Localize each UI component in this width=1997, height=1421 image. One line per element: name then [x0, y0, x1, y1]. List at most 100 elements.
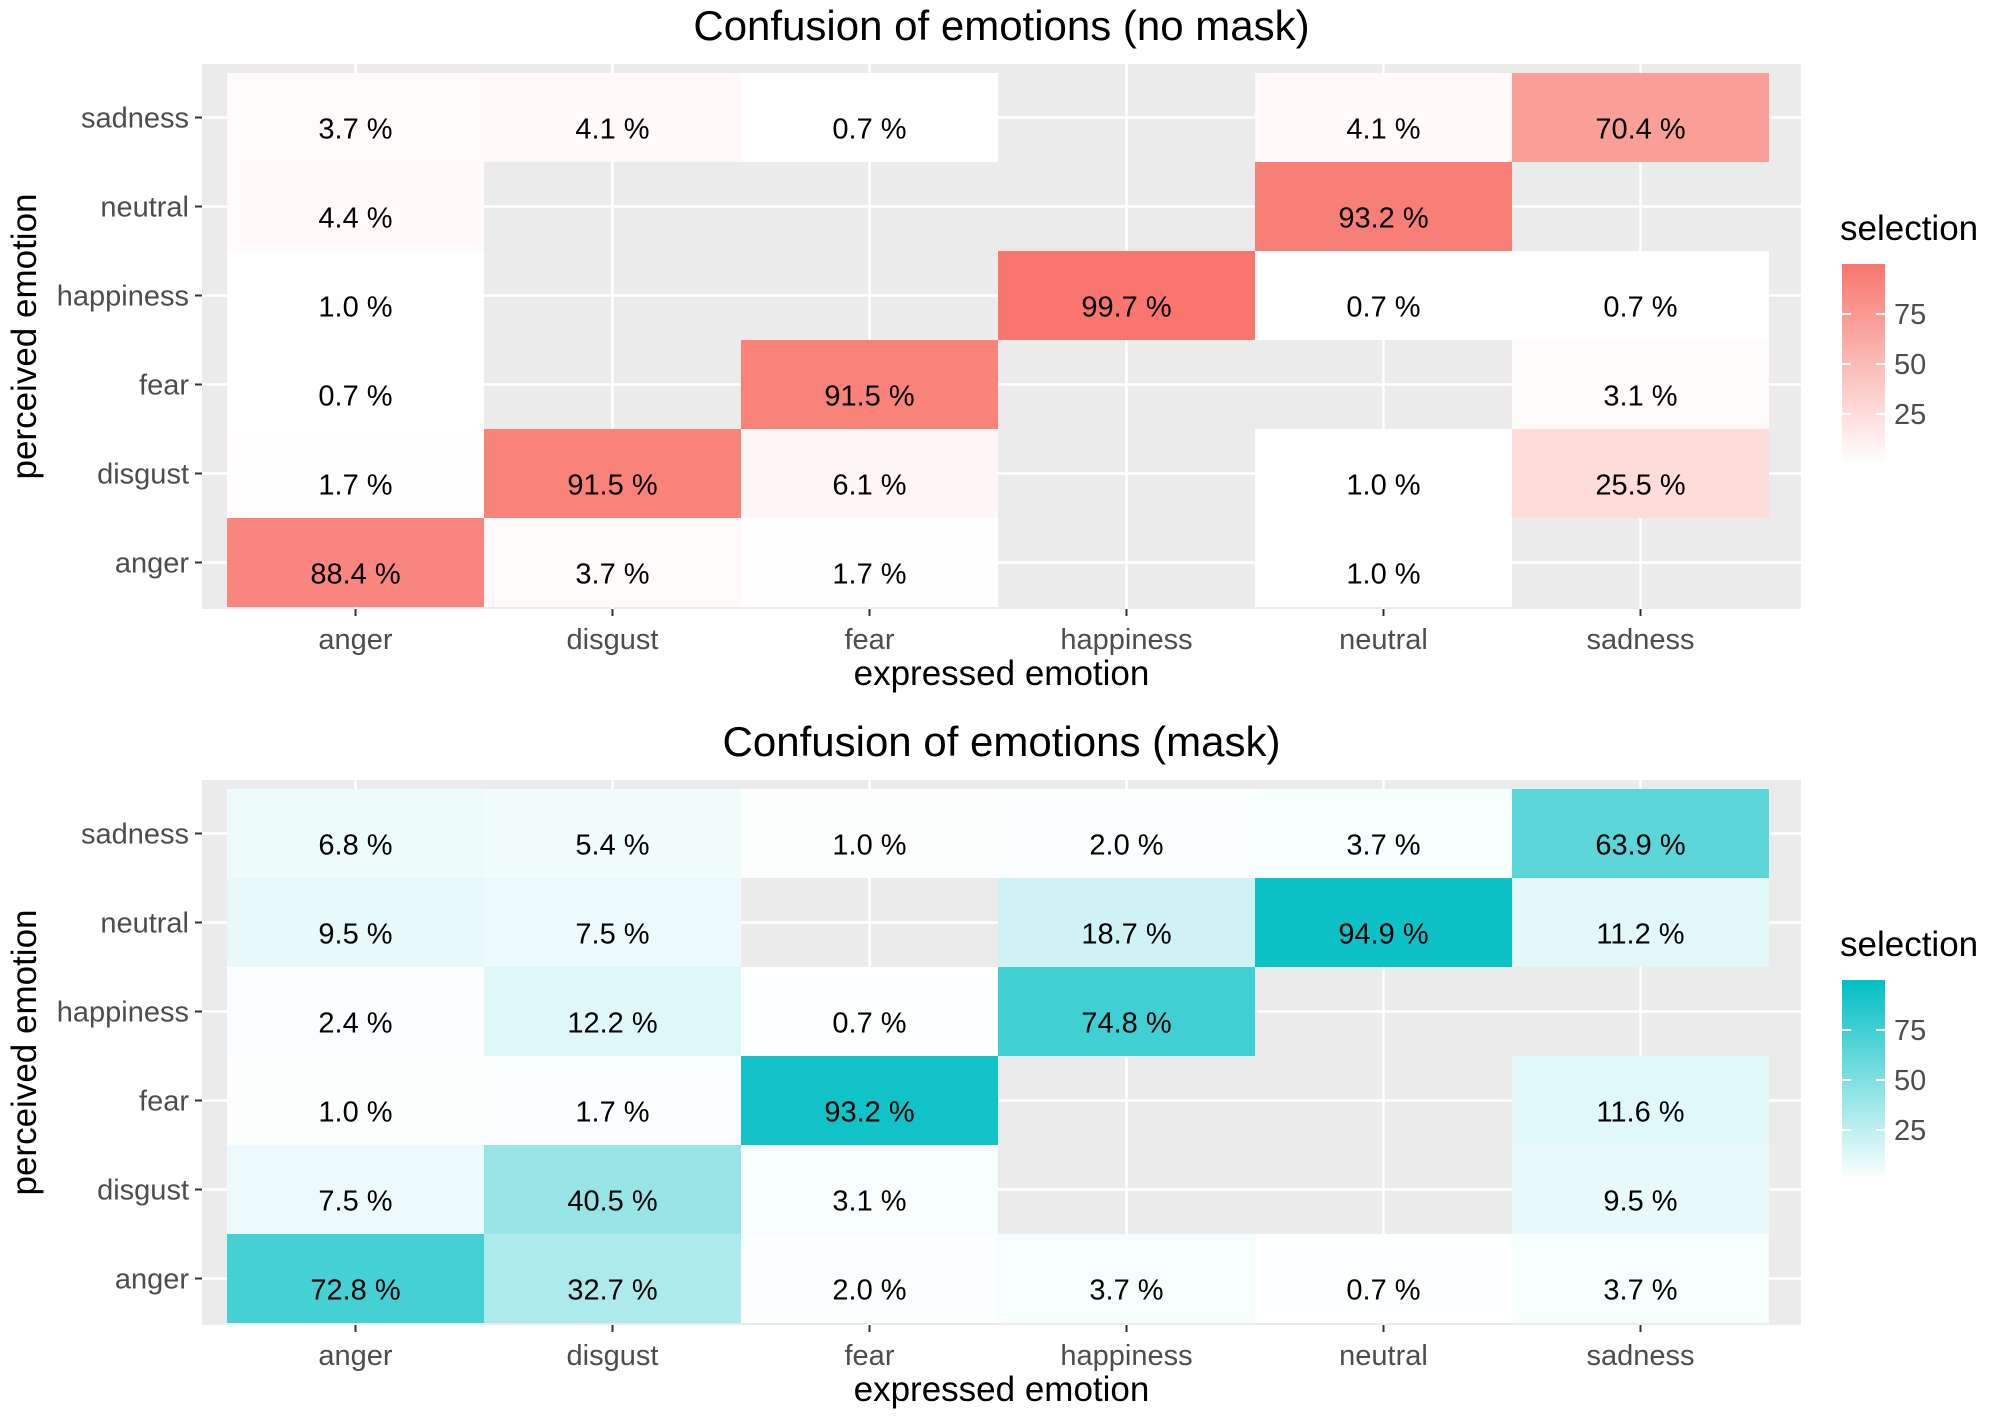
x-tick-label-sadness: sadness — [1586, 624, 1694, 656]
heatmap-tile — [998, 251, 1255, 340]
heatmap-tile — [227, 340, 484, 429]
tile-value-label: 7.5 % — [575, 919, 649, 951]
heatmap-tile — [1255, 73, 1512, 162]
tile-value-label: 0.7 % — [832, 114, 906, 146]
legend-title: selection — [1840, 209, 1978, 248]
tile-value-label: 93.2 % — [1338, 203, 1428, 235]
heatmap-tile — [1255, 429, 1512, 518]
y-tick-label-disgust: disgust — [97, 1175, 189, 1207]
legend-tick-label: 25 — [1894, 399, 1926, 431]
heatmap-tile — [484, 1145, 741, 1234]
tile-value-label: 91.5 % — [567, 470, 657, 502]
heatmap-tile — [484, 518, 741, 607]
tile-value-label: 7.5 % — [318, 1186, 392, 1218]
heatmap-tile — [741, 1145, 998, 1234]
heatmap-tile — [1512, 789, 1769, 878]
heatmap-tile — [227, 251, 484, 340]
y-tick-label-neutral: neutral — [100, 192, 189, 224]
chart-title: Confusion of emotions (mask) — [723, 718, 1281, 765]
heatmap-panel-0: Confusion of emotions (no mask) 88.4 % 3.7… — [5, 2, 1978, 693]
x-tick-label-neutral: neutral — [1339, 1340, 1428, 1372]
heatmap-tile — [1255, 789, 1512, 878]
heatmap-tile — [1255, 878, 1512, 967]
heatmap-tile — [741, 967, 998, 1056]
heatmap-tile — [227, 967, 484, 1056]
x-tick-label-sadness: sadness — [1586, 1340, 1694, 1372]
tile-value-label: 3.1 % — [832, 1186, 906, 1218]
tile-value-label: 0.7 % — [318, 381, 392, 413]
tile-value-label: 9.5 % — [318, 919, 392, 951]
legend: selection 25 50 75 — [1840, 925, 1978, 1180]
tile-value-label: 94.9 % — [1338, 919, 1428, 951]
tile-value-label: 25.5 % — [1595, 470, 1685, 502]
tile-value-label: 0.7 % — [1346, 1275, 1420, 1307]
heatmap-tile — [741, 789, 998, 878]
x-tick-label-anger: anger — [318, 1340, 393, 1372]
tile-value-label: 3.7 % — [575, 559, 649, 591]
tile-value-label: 1.0 % — [318, 1097, 392, 1129]
tile-value-label: 1.0 % — [1346, 559, 1420, 591]
legend-tick-label: 50 — [1894, 1065, 1926, 1097]
heatmap-tile — [741, 518, 998, 607]
tile-value-label: 0.7 % — [1603, 292, 1677, 324]
y-tick-label-sadness: sadness — [81, 819, 189, 851]
tile-value-label: 40.5 % — [567, 1186, 657, 1218]
heatmap-tile — [741, 1234, 998, 1323]
heatmap-tile — [1512, 1145, 1769, 1234]
tile-value-label: 1.0 % — [318, 292, 392, 324]
x-tick-label-happiness: happiness — [1060, 624, 1192, 656]
tile-value-label: 4.1 % — [575, 114, 649, 146]
heatmap-tile — [1512, 73, 1769, 162]
tile-value-label: 0.7 % — [1346, 292, 1420, 324]
y-tick-label-fear: fear — [139, 1086, 189, 1118]
x-tick-label-disgust: disgust — [567, 1340, 659, 1372]
tile-value-label: 2.4 % — [318, 1008, 392, 1040]
tile-value-label: 4.4 % — [318, 203, 392, 235]
tile-value-label: 18.7 % — [1081, 919, 1171, 951]
heatmap-tile — [227, 1056, 484, 1145]
tile-value-label: 1.0 % — [832, 830, 906, 862]
tile-value-label: 70.4 % — [1595, 114, 1685, 146]
tile-value-label: 93.2 % — [824, 1097, 914, 1129]
tile-value-label: 1.7 % — [318, 470, 392, 502]
x-axis-title: expressed emotion — [854, 654, 1150, 693]
legend-tick-label: 75 — [1894, 299, 1926, 331]
tile-value-label: 4.1 % — [1346, 114, 1420, 146]
heatmap-tile — [484, 1234, 741, 1323]
tile-value-label: 1.0 % — [1346, 470, 1420, 502]
heatmap-tile — [998, 1234, 1255, 1323]
tile-value-label: 91.5 % — [824, 381, 914, 413]
heatmap-tile — [998, 789, 1255, 878]
heatmap-tile — [741, 340, 998, 429]
tile-value-label: 3.7 % — [1089, 1275, 1163, 1307]
y-tick-label-disgust: disgust — [97, 459, 189, 491]
legend-tick-label: 25 — [1894, 1115, 1926, 1147]
heatmap-tile — [741, 1056, 998, 1145]
heatmap-tile — [227, 518, 484, 607]
tile-value-label: 1.7 % — [832, 559, 906, 591]
heatmap-tile — [227, 162, 484, 251]
tile-value-label: 3.7 % — [1346, 830, 1420, 862]
heatmap-tile — [1512, 340, 1769, 429]
tile-value-label: 11.2 % — [1596, 919, 1684, 951]
x-tick-label-anger: anger — [318, 624, 393, 656]
y-tick-label-anger: anger — [115, 548, 190, 580]
x-tick-label-disgust: disgust — [567, 624, 659, 656]
tile-value-label: 72.8 % — [310, 1275, 400, 1307]
y-axis-title: perceived emotion — [5, 910, 44, 1196]
heatmap-tile — [741, 429, 998, 518]
heatmap-tile — [998, 967, 1255, 1056]
heatmap-tile — [1255, 518, 1512, 607]
tile-value-label: 1.7 % — [575, 1097, 649, 1129]
y-tick-label-sadness: sadness — [81, 103, 189, 135]
heatmap-tile — [1512, 429, 1769, 518]
tile-value-label: 6.1 % — [832, 470, 906, 502]
heatmap-tile — [741, 73, 998, 162]
heatmap-tile — [1255, 1234, 1512, 1323]
x-tick-label-fear: fear — [845, 624, 895, 656]
heatmap-tile — [227, 1234, 484, 1323]
tile-value-label: 99.7 % — [1081, 292, 1171, 324]
heatmap-tile — [227, 1145, 484, 1234]
x-tick-label-happiness: happiness — [1060, 1340, 1192, 1372]
